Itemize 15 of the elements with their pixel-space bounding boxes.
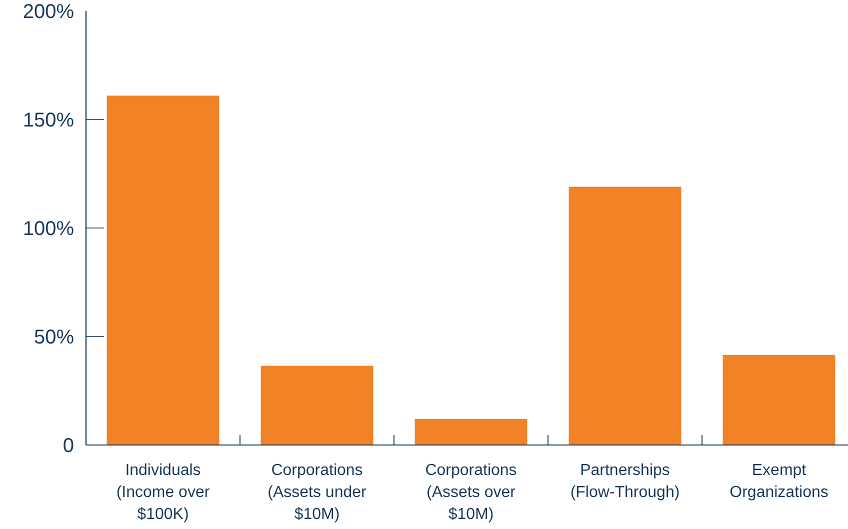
bar [414,418,528,445]
y-tick-label: 50% [34,326,74,348]
bar [106,96,220,445]
x-tick-label: Individuals (Income over $100K) [116,462,210,523]
y-tick-label: 200% [22,1,74,23]
y-tick-label: 150% [22,110,74,132]
y-tick-label: 0 [62,435,74,457]
y-tick-label: 100% [22,218,74,240]
x-tick-label: Corporations (Assets under $10M) [268,462,368,523]
x-tick-label: Exempt Organizations [730,462,828,501]
bar [260,366,374,445]
x-tick-label: Partnerships (Flow-Through) [570,462,680,501]
bar [568,186,682,445]
bar [722,354,836,445]
x-tick-label: Corporations (Assets over $10M) [425,462,517,523]
